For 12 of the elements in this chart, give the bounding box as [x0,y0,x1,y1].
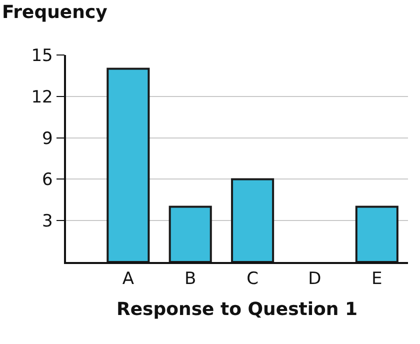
y-tick-label: 3 [42,212,53,232]
y-tick-label: 9 [42,128,53,149]
x-tick-label: E [372,269,382,290]
x-tick-label: D [308,269,322,290]
y-tick-label: 15 [31,46,53,66]
x-tick-label: A [122,269,134,290]
y-axis-title: Frequency [2,2,108,23]
y-tick-label: 6 [42,170,53,190]
x-tick-label: B [184,269,196,290]
x-axis-title: Response to Question 1 [116,298,358,320]
x-tick-label: C [246,269,258,290]
y-tick-label: 12 [31,87,53,108]
